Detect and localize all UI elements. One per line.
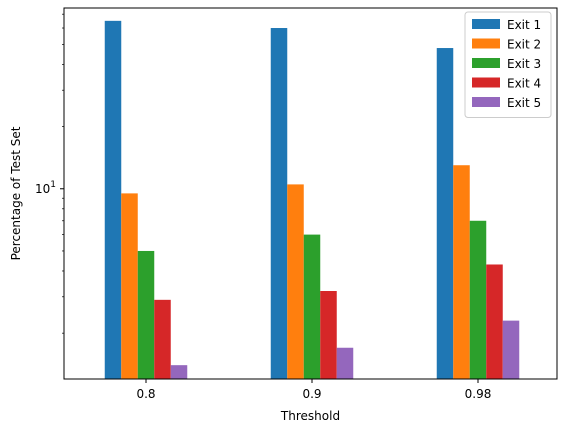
- legend-label: Exit 1: [507, 18, 541, 32]
- x-axis-label: Threshold: [280, 409, 340, 423]
- x-tick-label: 0.9: [302, 387, 321, 401]
- x-tick-label: 0.98: [465, 387, 492, 401]
- bar-exit-1-0-8: [104, 20, 122, 380]
- bar-exit-2-0-9: [287, 184, 304, 379]
- bar-exit-4-0-9: [320, 291, 337, 379]
- bar-exit-3-0-8: [137, 250, 155, 379]
- legend: Exit 1 Exit 2 Exit 3 Exit 4 Exit 5: [464, 11, 552, 118]
- legend-label: Exit 4: [507, 77, 541, 91]
- legend-swatch: [472, 97, 500, 107]
- bar-exit-3-0-9: [303, 234, 321, 379]
- y-tick-label: 101: [35, 180, 56, 196]
- bar-exit-1-0-98: [436, 48, 454, 379]
- legend-box: [464, 11, 552, 118]
- legend-swatch: [472, 58, 500, 68]
- legend-label: Exit 5: [507, 96, 541, 110]
- legend-label: Exit 3: [507, 57, 541, 71]
- bar-exit-5-0-8: [170, 365, 188, 379]
- x-axis-ticks: 0.8 0.9 0.98: [136, 379, 491, 401]
- y-axis-ticks: 101: [35, 13, 64, 334]
- bar-exit-4-0-8: [154, 299, 171, 379]
- bar-exit-4-0-98: [486, 264, 503, 379]
- bar-exit-2-0-98: [453, 165, 470, 379]
- bar-exit-3-0-98: [469, 220, 487, 379]
- bar-exit-5-0-98: [502, 320, 520, 379]
- legend-swatch: [472, 19, 500, 29]
- legend-swatch: [472, 77, 500, 88]
- plot-frame: [63, 7, 558, 380]
- bars-layer: [104, 20, 520, 380]
- legend-label: Exit 2: [507, 38, 541, 52]
- bar-exit-1-0-9: [270, 28, 288, 380]
- legend-swatch: [472, 38, 500, 49]
- x-tick-label: 0.8: [136, 387, 155, 401]
- bar-exit-2-0-8: [121, 193, 138, 379]
- bar-exit-5-0-9: [336, 347, 354, 379]
- y-axis-label: Percentage of Test Set: [9, 126, 23, 260]
